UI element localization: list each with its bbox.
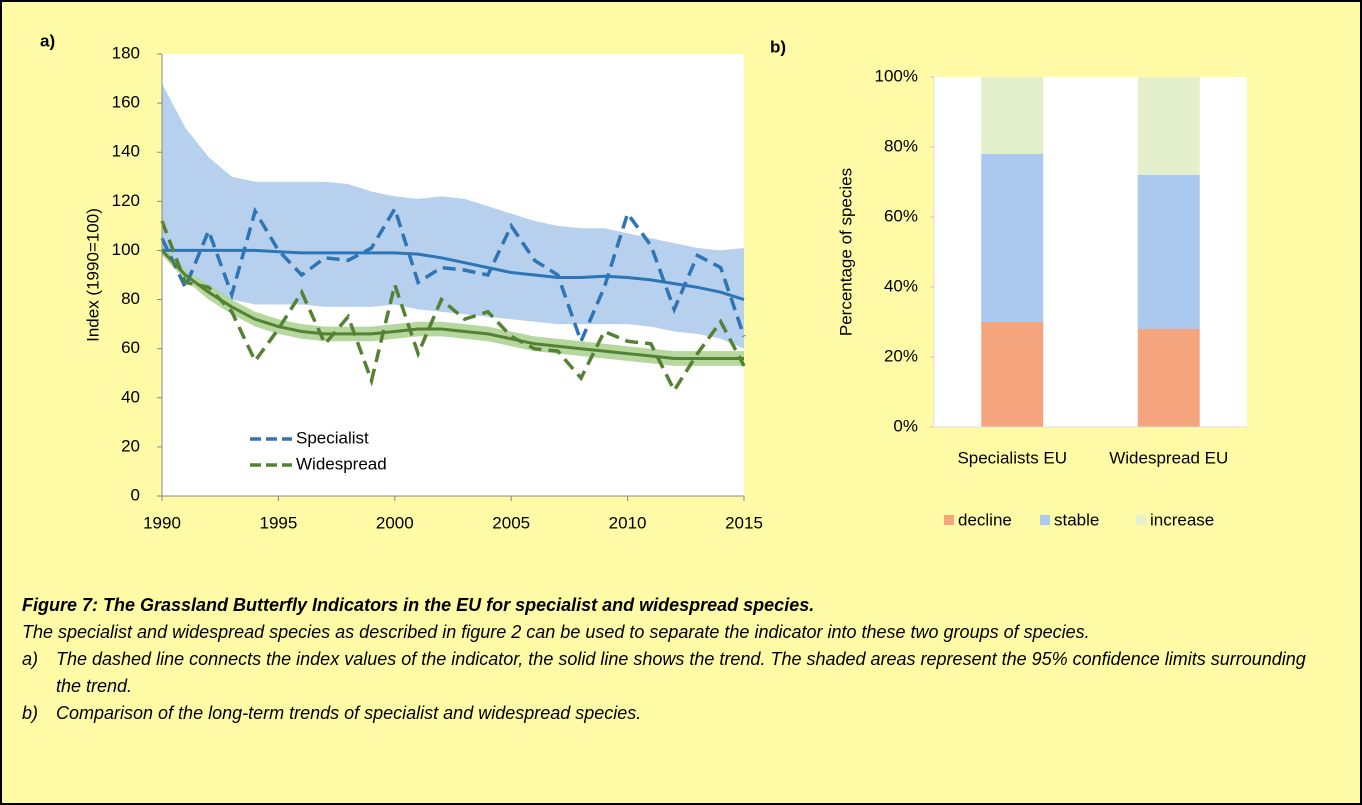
caption-text: The specialist and widespread species as… (22, 622, 1090, 642)
y-axis-label: Percentage of species (836, 168, 855, 336)
legend-label: Widespread (296, 454, 387, 473)
plot-area (934, 77, 1247, 427)
item-marker: a) (22, 649, 39, 669)
x-tick-label: 1990 (143, 513, 181, 532)
y-tick-label: 80 (121, 289, 140, 308)
bar-segment (1137, 175, 1200, 329)
bar-segment (981, 77, 1044, 154)
x-tick-label: 2015 (725, 513, 763, 532)
y-tick-label: 20 (121, 436, 140, 455)
x-tick-label: Widespread EU (1109, 448, 1228, 467)
y-tick-label: 160 (112, 93, 140, 112)
item-text: Comparison of the long-term trends of sp… (56, 703, 642, 723)
y-tick-label: 60% (884, 206, 918, 225)
bar-segment (981, 322, 1044, 427)
y-tick-label: 20% (884, 346, 918, 365)
y-tick-label: 120 (112, 191, 140, 210)
confidence-band (162, 83, 744, 349)
x-tick-label: 2000 (376, 513, 414, 532)
index-line (160, 204, 746, 347)
legend-label: Specialist (296, 428, 369, 447)
y-tick-label: 40% (884, 276, 918, 295)
caption-item: b) Comparison of the long-term trends of … (22, 700, 1332, 727)
item-marker: b) (22, 703, 39, 723)
bar-segment (1137, 77, 1200, 175)
trend-line (162, 248, 745, 302)
item-text: The dashed line connects the index value… (56, 649, 1306, 696)
y-tick-label: 0 (131, 485, 140, 504)
y-tick-label: 140 (112, 142, 140, 161)
confidence-band (162, 245, 744, 366)
caption-item: a) The dashed line connects the index val… (22, 646, 1332, 700)
x-tick-label: 2010 (609, 513, 647, 532)
legend-label: increase (1150, 510, 1214, 529)
charts: a) Index (1990=100) 0 20 40 60 80 100 120 140 160 1… (40, 31, 1247, 532)
y-tick-label: 0% (893, 416, 918, 435)
index-line (160, 220, 746, 394)
y-axis-label: Index (1990=100) (83, 208, 102, 342)
x-tick-label: 2005 (492, 513, 530, 532)
caption: Figure 7: The Grassland Butterfly Indica… (22, 592, 1332, 727)
legend-swatch (1040, 515, 1050, 525)
legend-swatch (1136, 515, 1146, 525)
y-tick-label: 60 (121, 338, 140, 357)
legend-swatch (944, 515, 954, 525)
y-tick-label: 180 (112, 43, 140, 62)
bar-segment (981, 154, 1044, 322)
x-tick-label: Specialists EU (957, 448, 1067, 467)
caption-title: Figure 7: The Grassland Butterfly Indica… (22, 595, 815, 615)
y-tick-label: 80% (884, 136, 918, 155)
panel-label: a) (40, 31, 55, 50)
legend-label: decline (958, 510, 1012, 529)
legend-label: stable (1054, 510, 1099, 529)
x-tick-label: 1995 (259, 513, 297, 532)
trend-line (160, 249, 744, 360)
bar-segment (1137, 329, 1200, 427)
y-tick-label: 40 (121, 387, 140, 406)
y-tick-label: 100% (875, 66, 918, 85)
y-tick-label: 100 (112, 240, 140, 259)
panel-label: b) (770, 37, 786, 56)
